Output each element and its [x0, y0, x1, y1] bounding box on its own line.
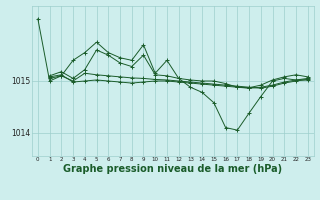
X-axis label: Graphe pression niveau de la mer (hPa): Graphe pression niveau de la mer (hPa) — [63, 164, 282, 174]
